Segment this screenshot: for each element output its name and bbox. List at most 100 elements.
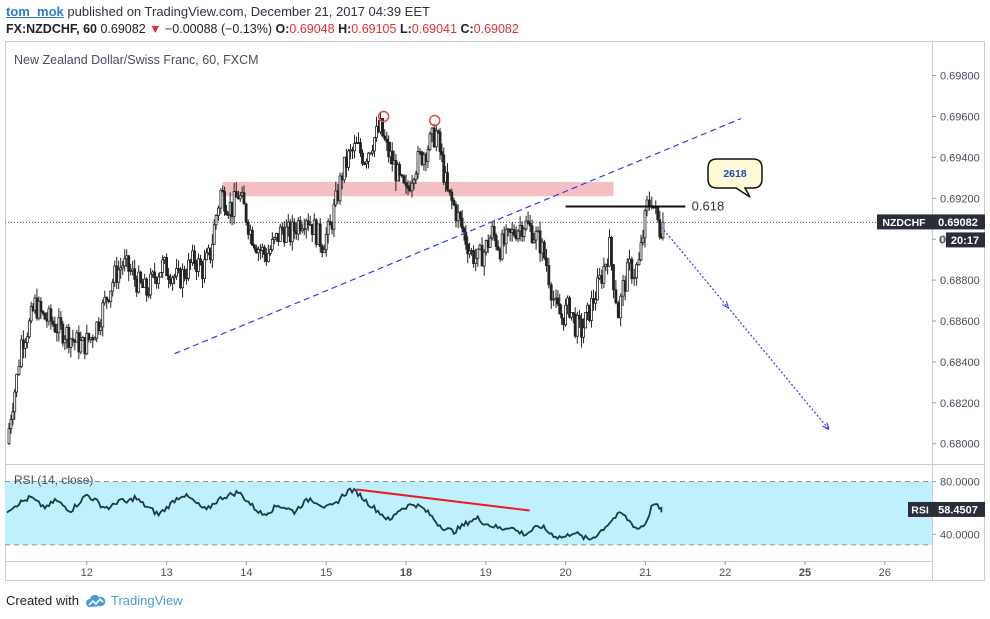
candle-down (616, 302, 620, 319)
candle-down (183, 269, 186, 279)
candle-up (173, 275, 176, 279)
candle-up (621, 280, 625, 297)
candle-down (234, 191, 238, 198)
double-top-marker (377, 110, 390, 123)
candle-up (369, 152, 372, 155)
rsi-tick-label: 80.0000 (940, 477, 980, 489)
candle-up (214, 215, 218, 226)
candle-up (416, 151, 420, 175)
candle-up (219, 190, 223, 209)
candle-up (474, 257, 478, 264)
price-tick-label: 0.69400 (940, 152, 980, 164)
candle-up (149, 273, 153, 296)
tradingview-brand-link[interactable]: TradingView (110, 593, 183, 608)
candle-up (353, 143, 356, 152)
candle-up (272, 237, 276, 240)
candle-up (632, 277, 636, 280)
candle-up (540, 241, 544, 254)
candle-up (582, 327, 585, 338)
candle-down (512, 229, 516, 236)
candle-down (406, 185, 410, 189)
candle-up (266, 253, 270, 262)
callout-bubble (707, 158, 763, 198)
candle-down (480, 244, 484, 267)
candle-up (63, 338, 67, 344)
symbol-interval: FX:NZDCHF, 60 (6, 22, 97, 36)
main-pane[interactable]: 0.698000.696000.694000.692000.690000.688… (5, 71, 985, 451)
support-trendline (174, 117, 742, 355)
candle-up (101, 302, 105, 328)
candle-down (614, 289, 618, 304)
candle-up (15, 374, 18, 393)
price-tick-label: 0.68600 (940, 316, 980, 328)
chart-area[interactable]: 0.698000.696000.694000.692000.690000.688… (5, 41, 985, 581)
time-axis[interactable]: 12 13 14 15 18 19 20 21 22 25 26 (81, 561, 891, 579)
time-tick-label: 22 (719, 567, 731, 579)
candle-down (526, 220, 530, 224)
candle-up (278, 226, 282, 242)
candle-up (643, 210, 647, 239)
candle-up (594, 299, 597, 304)
candle-down (97, 321, 101, 331)
candle-up (334, 190, 338, 206)
candle-down (328, 221, 332, 226)
candle-up (121, 265, 125, 269)
candle-down (404, 182, 408, 187)
candle-down (460, 217, 464, 229)
candle-down (496, 246, 500, 251)
candle-up (641, 237, 645, 244)
candle-up (324, 234, 328, 251)
candle-up (524, 220, 528, 230)
candle-up (27, 320, 31, 338)
candle-down (43, 312, 47, 320)
time-tick-label: 14 (240, 567, 252, 579)
candle-down (59, 317, 63, 325)
candle-up (478, 244, 482, 250)
author-link[interactable]: tom_mok (6, 4, 64, 19)
candle-down (578, 314, 581, 320)
candle-up (661, 221, 665, 239)
candle-down (538, 230, 542, 254)
rsi-series-line (6, 487, 663, 541)
candle-down (246, 221, 250, 235)
candle-up (516, 230, 520, 240)
candle-down (61, 323, 65, 344)
callout-text: 2618 (723, 168, 747, 180)
candle-up (29, 305, 33, 322)
time-tick-label: 13 (160, 567, 172, 579)
candle-up (619, 295, 623, 319)
projection-mid-arrowhead (721, 301, 729, 309)
candle-down (610, 236, 613, 265)
rsi-badge-label: RSI (911, 504, 929, 516)
candle-down (292, 221, 296, 232)
candle-up (119, 267, 123, 271)
candle-down (492, 226, 496, 236)
candle-up (426, 149, 430, 162)
candle-down (658, 219, 662, 238)
candle-up (373, 137, 376, 152)
candle-up (197, 258, 200, 272)
price-tick-label: 0.68000 (940, 439, 980, 451)
candle-down (359, 142, 362, 154)
candle-down (105, 296, 109, 301)
candle-down (656, 206, 660, 221)
close-value: 0.69082 (473, 22, 519, 36)
candle-down (167, 275, 170, 280)
candle-down (244, 203, 248, 223)
candle-up (226, 214, 230, 216)
candle-down (127, 255, 131, 272)
rsi-pane[interactable]: 80.0000 40.0000 RSI 58.4507 (5, 477, 985, 546)
candle-down (472, 250, 475, 264)
candle-up (322, 249, 326, 254)
resistance-zone (222, 181, 614, 197)
candle-up (9, 418, 13, 430)
candle-up (468, 250, 471, 255)
candle-up (157, 276, 161, 285)
candle-down (647, 199, 651, 207)
candle-down (225, 210, 228, 215)
candle-down (600, 275, 604, 284)
candle-down (221, 190, 225, 192)
symbol-badge (877, 214, 932, 230)
candle-down (145, 278, 149, 296)
candle-down (230, 201, 234, 218)
